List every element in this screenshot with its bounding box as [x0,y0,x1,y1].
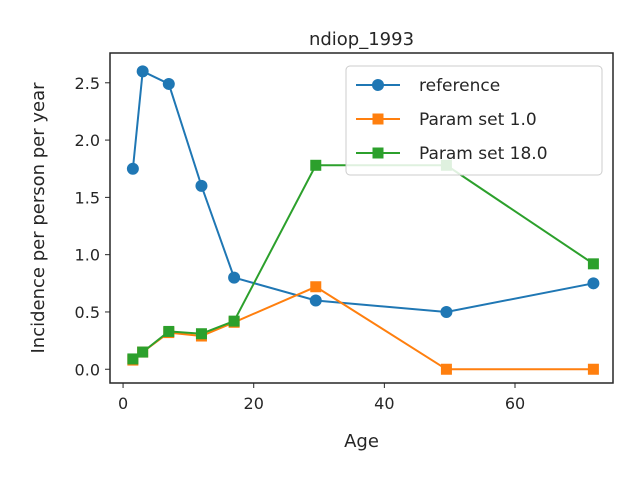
y-axis-ticks: 0.0 0.5 1.0 1.5 2.0 2.5 [75,74,110,379]
reference-point [136,65,149,78]
param-set-18-0-point [228,315,240,327]
param-set-1-0-point [587,363,599,375]
y-tick-label: 0.0 [75,360,100,379]
reference-point [228,271,241,284]
x-tick-label: 60 [505,394,525,413]
x-axis-label: Age [344,431,379,452]
param-set-18-0-point [127,353,139,365]
y-tick-label: 1.0 [75,246,100,265]
param-set-18-0-point [195,328,207,340]
legend-box [345,65,603,176]
x-tick-label: 40 [374,394,394,413]
param-set-18-0-point [163,325,175,337]
y-tick-label: 0.5 [75,303,100,322]
reference-point [162,77,175,90]
reference-point [309,294,322,307]
y-tick-label: 2.0 [75,131,100,150]
legend-marker-reference [372,79,384,91]
legend-label-reference: reference [419,76,500,96]
y-tick-label: 1.5 [75,188,100,207]
y-axis-label: Incidence per person per year [28,82,49,354]
legend-entries: reference Param set 1.0 Param set 18.0 [356,76,548,164]
reference-point [195,179,208,192]
param-set-1-0-point [310,281,322,293]
legend-marker-param-set-18-0 [372,147,384,159]
reference-point [126,162,139,175]
y-tick-label: 2.5 [75,74,100,93]
chart-title: ndiop_1993 [309,29,414,50]
reference-point [440,305,453,318]
x-tick-label: 20 [244,394,264,413]
param-set-18-0-point [587,258,599,270]
x-tick-label: 0 [118,394,128,413]
legend-label-param-set-18-0: Param set 18.0 [419,144,548,164]
param-set-1-0-point [440,363,452,375]
legend: reference Param set 1.0 Param set 18.0 [345,65,603,176]
x-axis-ticks: 0 20 40 60 [118,383,525,413]
param-set-18-0-point [310,159,322,171]
param-set-18-0-point [137,346,149,358]
legend-marker-param-set-1-0 [372,113,384,125]
reference-point [587,277,600,290]
legend-label-param-set-1-0: Param set 1.0 [419,110,537,130]
